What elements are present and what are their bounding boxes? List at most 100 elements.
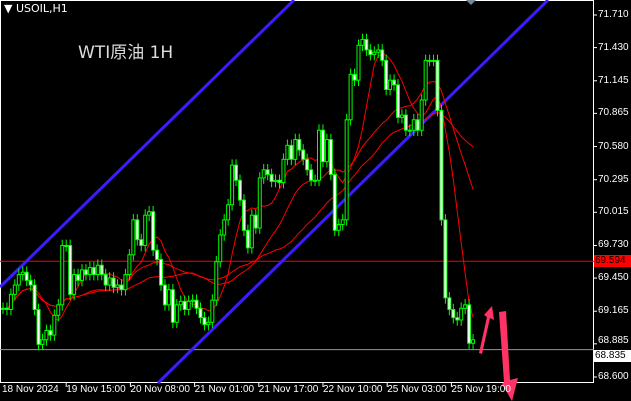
candle-body xyxy=(368,49,373,56)
candle-body xyxy=(182,300,187,310)
x-tick-label: 19 Nov 15:00 xyxy=(66,384,126,395)
candle-body xyxy=(245,229,250,249)
candle-body xyxy=(194,299,199,309)
candle-body xyxy=(443,219,448,299)
candle-body xyxy=(364,38,369,51)
bid-price-tag: 69.594 xyxy=(594,255,631,267)
candle-body xyxy=(91,267,96,276)
candle-body xyxy=(360,38,365,46)
candle-body xyxy=(407,129,412,132)
candle-body xyxy=(419,99,424,131)
candle-body xyxy=(380,49,385,61)
candle-body xyxy=(447,297,452,310)
candle-body xyxy=(8,293,13,310)
candle-body xyxy=(309,169,314,181)
candle-body xyxy=(123,274,128,291)
candle-body xyxy=(467,304,472,344)
candle-body xyxy=(455,317,460,321)
candle-body xyxy=(103,274,108,286)
candle-body xyxy=(56,304,61,316)
candle-body xyxy=(111,277,116,288)
candle-body xyxy=(277,179,282,184)
candle-body xyxy=(99,264,104,276)
candle-body xyxy=(234,164,239,181)
candle-body xyxy=(396,84,400,118)
candle-body xyxy=(451,308,456,319)
candle-body xyxy=(222,219,227,236)
candle-body xyxy=(119,284,124,291)
candle-body xyxy=(202,317,207,326)
candle-body xyxy=(411,119,416,131)
candle-body xyxy=(24,271,29,281)
candle-body xyxy=(76,274,81,281)
y-tick-label: 68.600 xyxy=(598,371,629,382)
candle-body xyxy=(131,219,136,256)
candle-body xyxy=(352,73,357,81)
candle-body xyxy=(83,269,88,276)
candle-body xyxy=(269,173,274,182)
candle-body xyxy=(68,244,73,295)
candle-body xyxy=(281,158,286,184)
candle-body xyxy=(348,73,353,121)
candle-body xyxy=(32,284,37,310)
candle-body xyxy=(80,269,84,281)
candle-body xyxy=(162,284,167,306)
candle-body xyxy=(198,307,203,319)
candle-body xyxy=(4,307,9,310)
candle-body xyxy=(431,59,436,62)
candle-body xyxy=(206,321,211,326)
candle-body xyxy=(328,139,333,175)
candle-body xyxy=(135,219,140,241)
y-tick-label: 70.580 xyxy=(598,140,629,152)
symbol-label[interactable]: ▼ USOIL,H1 xyxy=(4,2,68,15)
candle-body xyxy=(324,139,329,163)
candle-body xyxy=(249,214,254,249)
y-tick-label: 69.450 xyxy=(598,272,629,284)
chart-title: WTI原油 1H xyxy=(78,43,174,63)
candle-body xyxy=(439,109,444,221)
candle-body xyxy=(64,244,69,247)
y-tick-label: 71.145 xyxy=(598,74,629,86)
candle-body xyxy=(139,239,144,246)
candle-body xyxy=(257,177,262,229)
x-tick-label: 21 Nov 17:00 xyxy=(258,384,319,395)
candle-body xyxy=(52,314,57,336)
candle-body xyxy=(423,59,428,101)
candle-body xyxy=(230,164,235,206)
candle-body xyxy=(372,51,377,56)
y-tick-label: 70.295 xyxy=(598,173,629,185)
candle-body xyxy=(186,300,191,310)
candle-body xyxy=(336,224,341,231)
candle-body xyxy=(210,299,215,323)
candle-body xyxy=(399,114,404,118)
candle-body xyxy=(151,211,156,251)
candle-body xyxy=(60,244,65,306)
candle-body xyxy=(388,79,393,90)
candle-body xyxy=(293,139,298,160)
candle-body xyxy=(1,307,5,310)
x-tick-label: 20 Nov 08:00 xyxy=(130,384,190,395)
candle-body xyxy=(127,254,132,276)
candle-body xyxy=(166,289,171,306)
y-tick-label: 71.710 xyxy=(598,9,629,20)
x-tick-label: 21 Nov 01:00 xyxy=(194,384,255,395)
candle-body xyxy=(238,179,242,201)
candle-body xyxy=(273,179,278,182)
moving-average-34 xyxy=(2,111,474,310)
candle-body xyxy=(356,44,361,81)
candle-body xyxy=(147,211,152,216)
candle-body xyxy=(317,129,321,181)
candle-body xyxy=(376,49,381,53)
shift-marker-icon xyxy=(466,0,476,5)
candle-body xyxy=(384,59,389,90)
candle-body xyxy=(320,129,325,163)
symbol-text: USOIL,H1 xyxy=(15,2,68,15)
candle-body xyxy=(174,304,179,323)
candle-body xyxy=(340,219,345,226)
dropdown-icon[interactable]: ▼ xyxy=(4,2,16,15)
candle-body xyxy=(36,308,41,345)
candle-body xyxy=(305,158,310,171)
candle-body xyxy=(214,261,219,301)
